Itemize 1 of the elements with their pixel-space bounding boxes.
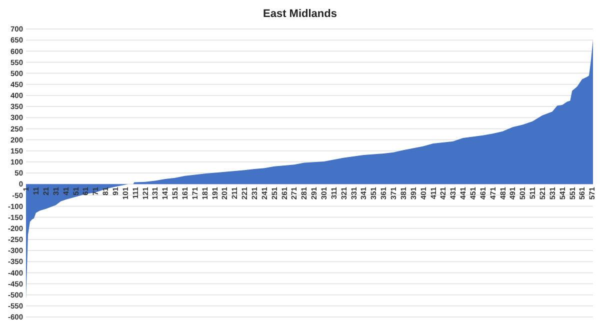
chart-title: East Midlands (263, 8, 337, 20)
